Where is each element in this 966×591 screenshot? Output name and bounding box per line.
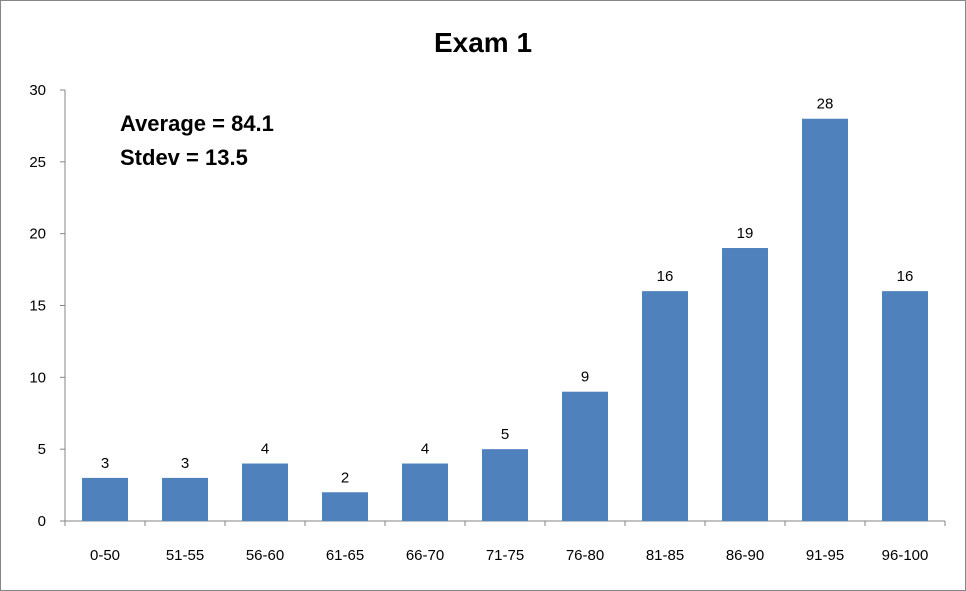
y-tick-label: 0	[38, 513, 46, 530]
data-label: 16	[897, 268, 914, 285]
y-tick-label: 15	[29, 298, 46, 315]
x-tick-label: 91-95	[806, 547, 844, 564]
annotation-stdev: Stdev = 13.5	[120, 145, 248, 170]
bar-76-80	[562, 391, 608, 521]
bar-96-100	[882, 291, 928, 521]
bar-81-85	[642, 291, 688, 521]
data-label: 2	[341, 469, 349, 486]
bar-56-60	[242, 463, 288, 521]
x-tick-label: 76-80	[566, 547, 604, 564]
data-label: 3	[181, 455, 189, 472]
x-tick-label: 86-90	[726, 547, 764, 564]
bar-51-55	[162, 477, 208, 521]
data-label: 28	[817, 96, 834, 113]
y-tick-label: 5	[38, 441, 46, 458]
y-tick-label: 10	[29, 369, 46, 386]
x-tick-label: 56-60	[246, 547, 284, 564]
x-tick-label: 71-75	[486, 547, 524, 564]
x-tick-label: 96-100	[882, 547, 929, 564]
y-tick-label: 20	[29, 226, 46, 243]
chart-title: Exam 1	[434, 27, 532, 58]
y-tick-label: 30	[29, 82, 46, 99]
data-label: 4	[261, 441, 269, 458]
x-tick-label: 66-70	[406, 547, 444, 564]
x-tick-label: 81-85	[646, 547, 684, 564]
x-tick-label: 61-65	[326, 547, 364, 564]
bar-61-65	[322, 492, 368, 521]
x-tick-label: 0-50	[90, 547, 120, 564]
bar-86-90	[722, 248, 768, 522]
data-label: 9	[581, 369, 589, 386]
bar-91-95	[802, 118, 848, 521]
data-label: 5	[501, 426, 509, 443]
y-tick-label: 25	[29, 154, 46, 171]
bar-66-70	[402, 463, 448, 521]
bar-0-50	[82, 477, 128, 521]
data-label: 19	[737, 225, 754, 242]
bar-71-75	[482, 449, 528, 521]
data-label: 3	[101, 455, 109, 472]
x-tick-label: 51-55	[166, 547, 204, 564]
data-label: 4	[421, 441, 429, 458]
annotation-average: Average = 84.1	[120, 111, 274, 136]
data-label: 16	[657, 268, 674, 285]
